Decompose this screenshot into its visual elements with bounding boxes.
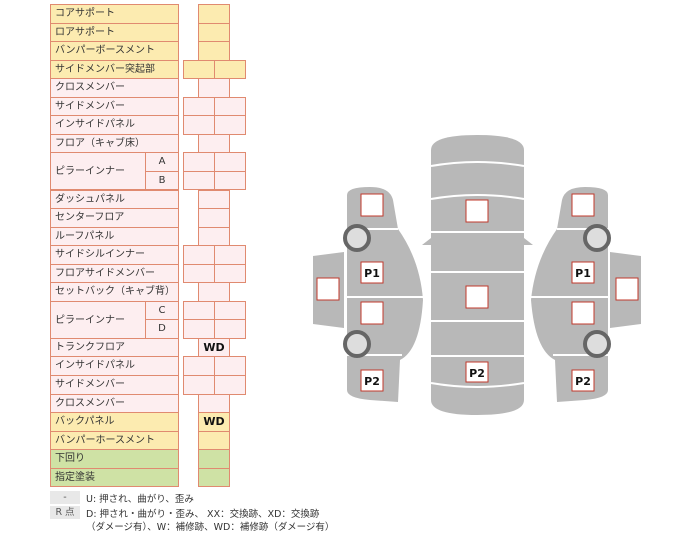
input-cell[interactable] <box>198 467 230 488</box>
input-cell-right[interactable] <box>214 115 246 135</box>
wheel-icon <box>343 330 371 358</box>
check-box-left-p2[interactable] <box>360 369 384 392</box>
check-box-left-front[interactable] <box>360 193 384 217</box>
label-center-p2: P2 <box>469 367 485 380</box>
input-cell[interactable]: WD <box>198 337 230 358</box>
label-right-p1: P1 <box>575 267 591 280</box>
check-box-right-mid[interactable] <box>571 301 595 325</box>
input-cell-right[interactable] <box>214 263 246 284</box>
legend-key-r: R 点 <box>50 506 80 519</box>
check-box-p2-center[interactable] <box>465 361 489 383</box>
check-box-right-front[interactable] <box>571 193 595 217</box>
row-label: ピラーインナー <box>50 300 146 339</box>
input-cell-right[interactable] <box>214 375 246 395</box>
legend-text-d: D: 押され・曲がり・歪み、 XX：交換跡、XD：交換跡 <box>86 509 320 520</box>
wheel-icon <box>583 224 611 252</box>
label-left-p2: P2 <box>364 375 380 388</box>
label-right-p2: P2 <box>575 375 591 388</box>
wheel-icon <box>583 330 611 358</box>
check-box-right-p1[interactable] <box>571 261 595 284</box>
input-cell[interactable]: WD <box>198 412 230 432</box>
input-cell-right[interactable] <box>214 319 246 339</box>
input-cell-right[interactable] <box>214 59 246 80</box>
check-box-left-p1[interactable] <box>360 261 384 284</box>
legend-key-dash: - <box>50 491 80 504</box>
check-box-roof[interactable] <box>465 199 489 223</box>
row-label: ピラーインナー <box>50 152 146 191</box>
input-cell-right[interactable] <box>214 170 246 191</box>
car-center <box>422 135 533 415</box>
check-box-right-side[interactable] <box>615 277 639 301</box>
legend-text-u: U: 押され、曲がり、歪み <box>86 494 194 505</box>
check-box-right-p2[interactable] <box>571 369 595 392</box>
label-left-p1: P1 <box>364 267 380 280</box>
check-box-center[interactable] <box>465 285 489 309</box>
check-box-left-mid[interactable] <box>360 301 384 325</box>
legend-text-d2: （ダメージ有）、W：補修跡、WD：補修跡（ダメージ有） <box>86 522 335 533</box>
wheel-icon <box>343 224 371 252</box>
check-box-left-side[interactable] <box>316 277 340 301</box>
row-label: 指定塗装 <box>50 467 179 488</box>
